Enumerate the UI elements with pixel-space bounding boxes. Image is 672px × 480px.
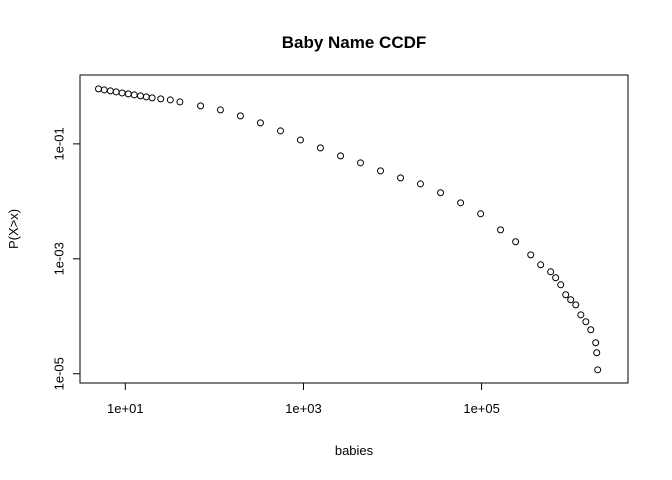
point (142, 93, 150, 101)
y-tick-label: 1e-05 (51, 357, 66, 390)
point (357, 159, 365, 167)
point (106, 87, 114, 95)
point (416, 180, 424, 188)
point (587, 326, 595, 334)
point (148, 94, 156, 102)
y-axis-label: P(X>x) (6, 209, 21, 249)
x-tick-label: 1e+03 (285, 401, 322, 416)
point (582, 318, 590, 326)
point (547, 268, 555, 276)
point (112, 88, 120, 96)
y-tick-label: 1e-01 (51, 127, 66, 160)
point (166, 96, 174, 104)
point (118, 89, 126, 97)
point (477, 210, 485, 218)
point (216, 106, 224, 114)
point (397, 174, 405, 182)
point (197, 102, 205, 110)
point (512, 238, 520, 246)
point (527, 251, 535, 259)
plot-frame (79, 74, 629, 384)
point (377, 167, 385, 175)
point (176, 98, 184, 106)
point (594, 366, 602, 374)
point (437, 189, 445, 197)
point (592, 339, 600, 347)
point (236, 112, 244, 120)
point (497, 226, 505, 234)
y-tick-label: 1e-03 (51, 242, 66, 275)
point (457, 199, 465, 207)
point (552, 274, 560, 282)
x-axis-label: babies (335, 443, 374, 458)
point (572, 301, 580, 309)
point (296, 136, 304, 144)
point (316, 144, 324, 152)
point (124, 90, 132, 98)
point (557, 281, 565, 289)
point (562, 291, 570, 299)
x-tick-label: 1e+05 (463, 401, 500, 416)
point (567, 296, 575, 304)
x-tick-label: 1e+01 (107, 401, 144, 416)
point (276, 127, 284, 135)
point (157, 95, 165, 103)
point (593, 349, 601, 357)
point (136, 92, 144, 100)
point (94, 85, 102, 93)
point (577, 311, 585, 319)
chart-title: Baby Name CCDF (282, 33, 427, 52)
point (256, 119, 264, 127)
point (100, 86, 108, 94)
point (337, 152, 345, 160)
point (130, 91, 138, 99)
point (537, 261, 545, 269)
